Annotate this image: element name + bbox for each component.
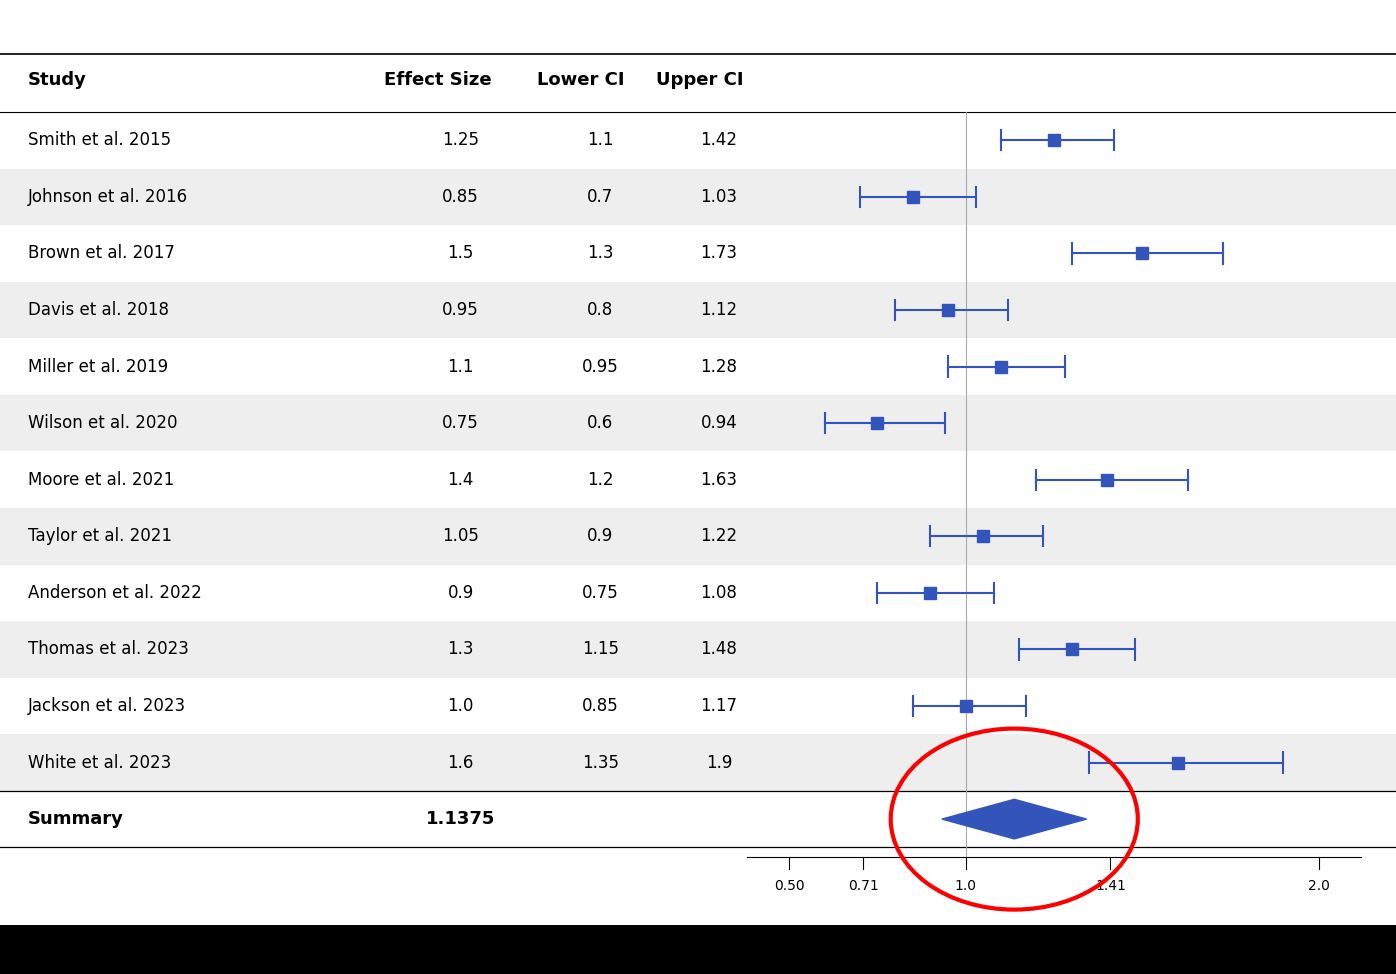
Text: 0.85: 0.85 [582, 697, 618, 715]
Text: Study: Study [28, 71, 87, 90]
Text: 0.95: 0.95 [443, 301, 479, 319]
Text: 0.75: 0.75 [443, 414, 479, 432]
Text: Lower CI: Lower CI [537, 71, 625, 90]
Text: 1.9: 1.9 [706, 754, 732, 771]
Text: 1.2: 1.2 [588, 470, 613, 489]
Text: 1.12: 1.12 [701, 301, 737, 319]
Text: 1.03: 1.03 [701, 188, 737, 206]
Bar [0, 508, 1396, 565]
Text: Thomas et al. 2023: Thomas et al. 2023 [28, 640, 188, 658]
Text: Miller et al. 2019: Miller et al. 2019 [28, 357, 168, 376]
Text: 1.0: 1.0 [955, 879, 977, 892]
Text: Smith et al. 2015: Smith et al. 2015 [28, 131, 172, 149]
Text: 1.15: 1.15 [582, 640, 618, 658]
Text: 0.6: 0.6 [588, 414, 613, 432]
Text: 1.3: 1.3 [448, 640, 473, 658]
Text: Effect Size: Effect Size [384, 71, 491, 90]
Text: 1.5: 1.5 [448, 244, 473, 262]
Bar [0, 734, 1396, 791]
Text: Johnson et al. 2016: Johnson et al. 2016 [28, 188, 188, 206]
Text: 1.08: 1.08 [701, 583, 737, 602]
Text: 0.9: 0.9 [448, 583, 473, 602]
Text: 1.28: 1.28 [701, 357, 737, 376]
Text: 2.0: 2.0 [1308, 879, 1329, 892]
Text: 1.42: 1.42 [701, 131, 737, 149]
Text: 1.35: 1.35 [582, 754, 618, 771]
Text: 0.94: 0.94 [701, 414, 737, 432]
Text: 1.41: 1.41 [1094, 879, 1127, 892]
Text: Anderson et al. 2022: Anderson et al. 2022 [28, 583, 201, 602]
Text: 1.6: 1.6 [448, 754, 473, 771]
Text: 0.50: 0.50 [773, 879, 804, 892]
Text: Jackson et al. 2023: Jackson et al. 2023 [28, 697, 186, 715]
Text: Moore et al. 2021: Moore et al. 2021 [28, 470, 174, 489]
Text: 0.8: 0.8 [588, 301, 613, 319]
Text: 1.73: 1.73 [701, 244, 737, 262]
Text: 0.9: 0.9 [588, 527, 613, 545]
Text: 1.17: 1.17 [701, 697, 737, 715]
Bar [0, 169, 1396, 225]
Text: 1.1: 1.1 [448, 357, 473, 376]
Text: 1.22: 1.22 [701, 527, 737, 545]
Text: Taylor et al. 2021: Taylor et al. 2021 [28, 527, 172, 545]
Bar [0, 925, 1396, 974]
Text: 0.75: 0.75 [582, 583, 618, 602]
Bar [0, 394, 1396, 451]
Text: 1.05: 1.05 [443, 527, 479, 545]
Text: 1.25: 1.25 [443, 131, 479, 149]
Text: 1.63: 1.63 [701, 470, 737, 489]
Text: 1.0: 1.0 [448, 697, 473, 715]
Text: 1.1375: 1.1375 [426, 810, 496, 828]
Text: 1.4: 1.4 [448, 470, 473, 489]
Polygon shape [942, 800, 1086, 839]
Text: 1.48: 1.48 [701, 640, 737, 658]
Text: 0.85: 0.85 [443, 188, 479, 206]
Text: Upper CI: Upper CI [656, 71, 744, 90]
Text: Summary: Summary [28, 810, 124, 828]
Bar [0, 621, 1396, 678]
Bar [0, 281, 1396, 338]
Text: Wilson et al. 2020: Wilson et al. 2020 [28, 414, 177, 432]
Text: 1.3: 1.3 [588, 244, 613, 262]
Text: Brown et al. 2017: Brown et al. 2017 [28, 244, 174, 262]
Text: White et al. 2023: White et al. 2023 [28, 754, 172, 771]
Text: Davis et al. 2018: Davis et al. 2018 [28, 301, 169, 319]
Text: 1.1: 1.1 [588, 131, 613, 149]
Text: 0.95: 0.95 [582, 357, 618, 376]
Text: 0.71: 0.71 [847, 879, 878, 892]
Text: 0.7: 0.7 [588, 188, 613, 206]
